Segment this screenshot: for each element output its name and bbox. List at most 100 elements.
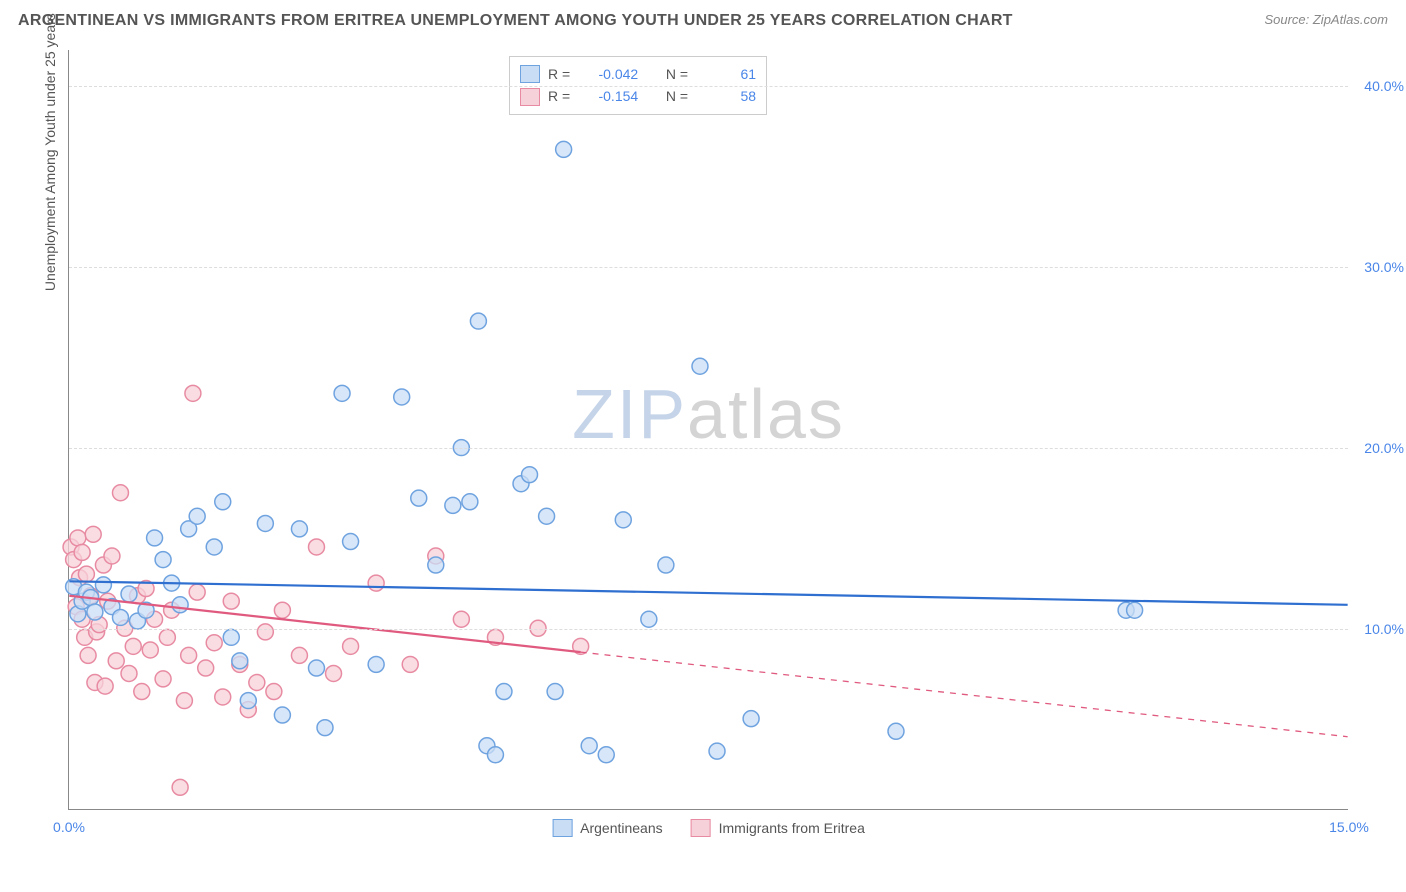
data-point xyxy=(709,743,725,759)
data-point xyxy=(189,584,205,600)
legend-label: Argentineans xyxy=(580,820,663,836)
data-point xyxy=(343,534,359,550)
stat-label-n: N = xyxy=(666,63,688,85)
data-point xyxy=(223,629,239,645)
data-point xyxy=(155,671,171,687)
gridline xyxy=(69,629,1348,630)
data-point xyxy=(172,597,188,613)
data-point xyxy=(692,358,708,374)
legend-swatch xyxy=(552,819,572,837)
data-point xyxy=(185,385,201,401)
data-point xyxy=(317,720,333,736)
legend-item: Argentineans xyxy=(552,819,663,837)
data-point xyxy=(547,684,563,700)
data-point xyxy=(274,707,290,723)
data-point xyxy=(112,485,128,501)
ytick-label: 20.0% xyxy=(1364,440,1404,456)
gridline xyxy=(69,448,1348,449)
data-point xyxy=(470,313,486,329)
data-point xyxy=(189,508,205,524)
data-point xyxy=(80,647,96,663)
data-point xyxy=(155,552,171,568)
data-point xyxy=(615,512,631,528)
data-point xyxy=(402,656,418,672)
data-point xyxy=(343,638,359,654)
data-point xyxy=(581,738,597,754)
legend-stat-row: R =-0.154 N =58 xyxy=(520,85,756,107)
legend-item: Immigrants from Eritrea xyxy=(691,819,865,837)
stat-label-n: N = xyxy=(666,85,688,107)
data-point xyxy=(658,557,674,573)
data-point xyxy=(291,647,307,663)
data-point xyxy=(85,526,101,542)
xtick-label: 15.0% xyxy=(1329,819,1369,835)
ytick-label: 40.0% xyxy=(1364,78,1404,94)
stat-label-r: R = xyxy=(548,63,570,85)
legend-bottom: Argentineans Immigrants from Eritrea xyxy=(552,819,865,837)
data-point xyxy=(274,602,290,618)
data-point xyxy=(394,389,410,405)
data-point xyxy=(108,653,124,669)
chart-title: ARGENTINEAN VS IMMIGRANTS FROM ERITREA U… xyxy=(18,12,1013,30)
data-point xyxy=(181,647,197,663)
legend-swatch xyxy=(691,819,711,837)
data-point xyxy=(266,684,282,700)
data-point xyxy=(462,494,478,510)
data-point xyxy=(291,521,307,537)
plot-region: ZIPatlas R =-0.042 N =61R =-0.154 N =58 … xyxy=(68,50,1348,810)
data-point xyxy=(496,684,512,700)
data-point xyxy=(326,665,342,681)
data-point xyxy=(257,624,273,640)
data-point xyxy=(147,530,163,546)
data-point xyxy=(159,629,175,645)
data-point xyxy=(1127,602,1143,618)
stat-value-n: 58 xyxy=(696,85,756,107)
stat-label-r: R = xyxy=(548,85,570,107)
source-label: Source: ZipAtlas.com xyxy=(1264,12,1388,27)
data-point xyxy=(121,586,137,602)
data-point xyxy=(411,490,427,506)
data-point xyxy=(121,665,137,681)
data-point xyxy=(206,539,222,555)
data-point xyxy=(428,557,444,573)
legend-swatch xyxy=(520,88,540,106)
data-point xyxy=(368,575,384,591)
data-point xyxy=(249,675,265,691)
data-point xyxy=(215,689,231,705)
plot-svg xyxy=(69,50,1348,809)
data-point xyxy=(95,577,111,593)
data-point xyxy=(70,530,86,546)
data-point xyxy=(134,684,150,700)
legend-stat-row: R =-0.042 N =61 xyxy=(520,63,756,85)
data-point xyxy=(232,653,248,669)
legend-label: Immigrants from Eritrea xyxy=(719,820,865,836)
data-point xyxy=(172,779,188,795)
stat-value-n: 61 xyxy=(696,63,756,85)
gridline xyxy=(69,86,1348,87)
data-point xyxy=(334,385,350,401)
data-point xyxy=(556,141,572,157)
data-point xyxy=(104,548,120,564)
data-point xyxy=(641,611,657,627)
title-bar: ARGENTINEAN VS IMMIGRANTS FROM ERITREA U… xyxy=(0,0,1406,36)
data-point xyxy=(112,609,128,625)
data-point xyxy=(308,539,324,555)
data-point xyxy=(743,711,759,727)
data-point xyxy=(539,508,555,524)
data-point xyxy=(97,678,113,694)
data-point xyxy=(142,642,158,658)
gridline xyxy=(69,267,1348,268)
data-point xyxy=(445,497,461,513)
legend-swatch xyxy=(520,65,540,83)
data-point xyxy=(257,515,273,531)
ytick-label: 30.0% xyxy=(1364,259,1404,275)
data-point xyxy=(598,747,614,763)
data-point xyxy=(74,544,90,560)
data-point xyxy=(453,611,469,627)
data-point xyxy=(198,660,214,676)
data-point xyxy=(125,638,141,654)
ytick-label: 10.0% xyxy=(1364,621,1404,637)
trend-line-extrapolated xyxy=(581,652,1348,737)
data-point xyxy=(78,566,94,582)
data-point xyxy=(240,693,256,709)
